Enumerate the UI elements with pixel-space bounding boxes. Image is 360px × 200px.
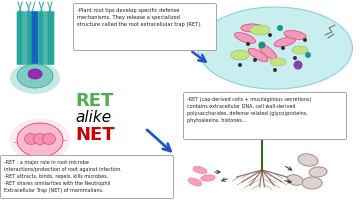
Ellipse shape	[17, 123, 63, 157]
Polygon shape	[262, 109, 278, 115]
FancyBboxPatch shape	[32, 11, 38, 65]
FancyBboxPatch shape	[43, 11, 49, 65]
Text: -RET : a major role in root-microbe
interactions/protection of root against infe: -RET : a major role in root-microbe inte…	[4, 160, 122, 193]
Ellipse shape	[270, 58, 286, 66]
Circle shape	[305, 52, 311, 58]
FancyBboxPatch shape	[48, 11, 54, 65]
Text: -RET (cap-derived cells + mucilaginous secretions)
contains extracellular DNA, c: -RET (cap-derived cells + mucilaginous s…	[187, 97, 311, 123]
Polygon shape	[248, 49, 268, 61]
Polygon shape	[262, 118, 282, 126]
Circle shape	[303, 38, 307, 42]
Text: -Plant root tips develop specific defense
mechanisms. They release a specialized: -Plant root tips develop specific defens…	[77, 8, 202, 27]
FancyBboxPatch shape	[0, 156, 174, 198]
Circle shape	[268, 33, 272, 37]
Polygon shape	[244, 114, 262, 122]
Polygon shape	[247, 105, 262, 111]
Text: alike: alike	[75, 110, 111, 125]
FancyBboxPatch shape	[38, 11, 44, 65]
Ellipse shape	[231, 50, 249, 60]
FancyBboxPatch shape	[22, 11, 28, 65]
Polygon shape	[188, 178, 202, 186]
Polygon shape	[201, 175, 215, 181]
Ellipse shape	[24, 134, 37, 144]
Ellipse shape	[17, 64, 53, 88]
FancyBboxPatch shape	[184, 92, 346, 140]
Polygon shape	[284, 31, 306, 39]
Circle shape	[293, 60, 302, 70]
Ellipse shape	[33, 134, 46, 144]
FancyBboxPatch shape	[73, 3, 216, 50]
Circle shape	[253, 58, 257, 62]
Text: RET: RET	[75, 92, 113, 110]
Circle shape	[277, 25, 283, 31]
Ellipse shape	[28, 69, 42, 79]
Circle shape	[273, 68, 277, 72]
Ellipse shape	[42, 134, 55, 144]
Polygon shape	[241, 24, 263, 32]
Ellipse shape	[198, 7, 352, 89]
Polygon shape	[274, 37, 296, 47]
Ellipse shape	[10, 62, 60, 94]
Ellipse shape	[10, 118, 70, 162]
Circle shape	[258, 42, 266, 48]
Circle shape	[281, 46, 285, 50]
Polygon shape	[193, 167, 207, 173]
Polygon shape	[309, 167, 327, 177]
Polygon shape	[262, 131, 284, 139]
Polygon shape	[298, 154, 318, 166]
Circle shape	[246, 42, 250, 46]
FancyBboxPatch shape	[17, 11, 23, 65]
Polygon shape	[302, 177, 322, 189]
Circle shape	[238, 63, 242, 67]
Polygon shape	[287, 175, 303, 185]
Polygon shape	[242, 126, 262, 134]
FancyBboxPatch shape	[27, 11, 33, 65]
Ellipse shape	[292, 46, 308, 54]
Circle shape	[293, 56, 297, 60]
Polygon shape	[235, 33, 256, 43]
Text: NET: NET	[75, 126, 114, 144]
Ellipse shape	[250, 25, 270, 35]
Polygon shape	[259, 44, 277, 60]
